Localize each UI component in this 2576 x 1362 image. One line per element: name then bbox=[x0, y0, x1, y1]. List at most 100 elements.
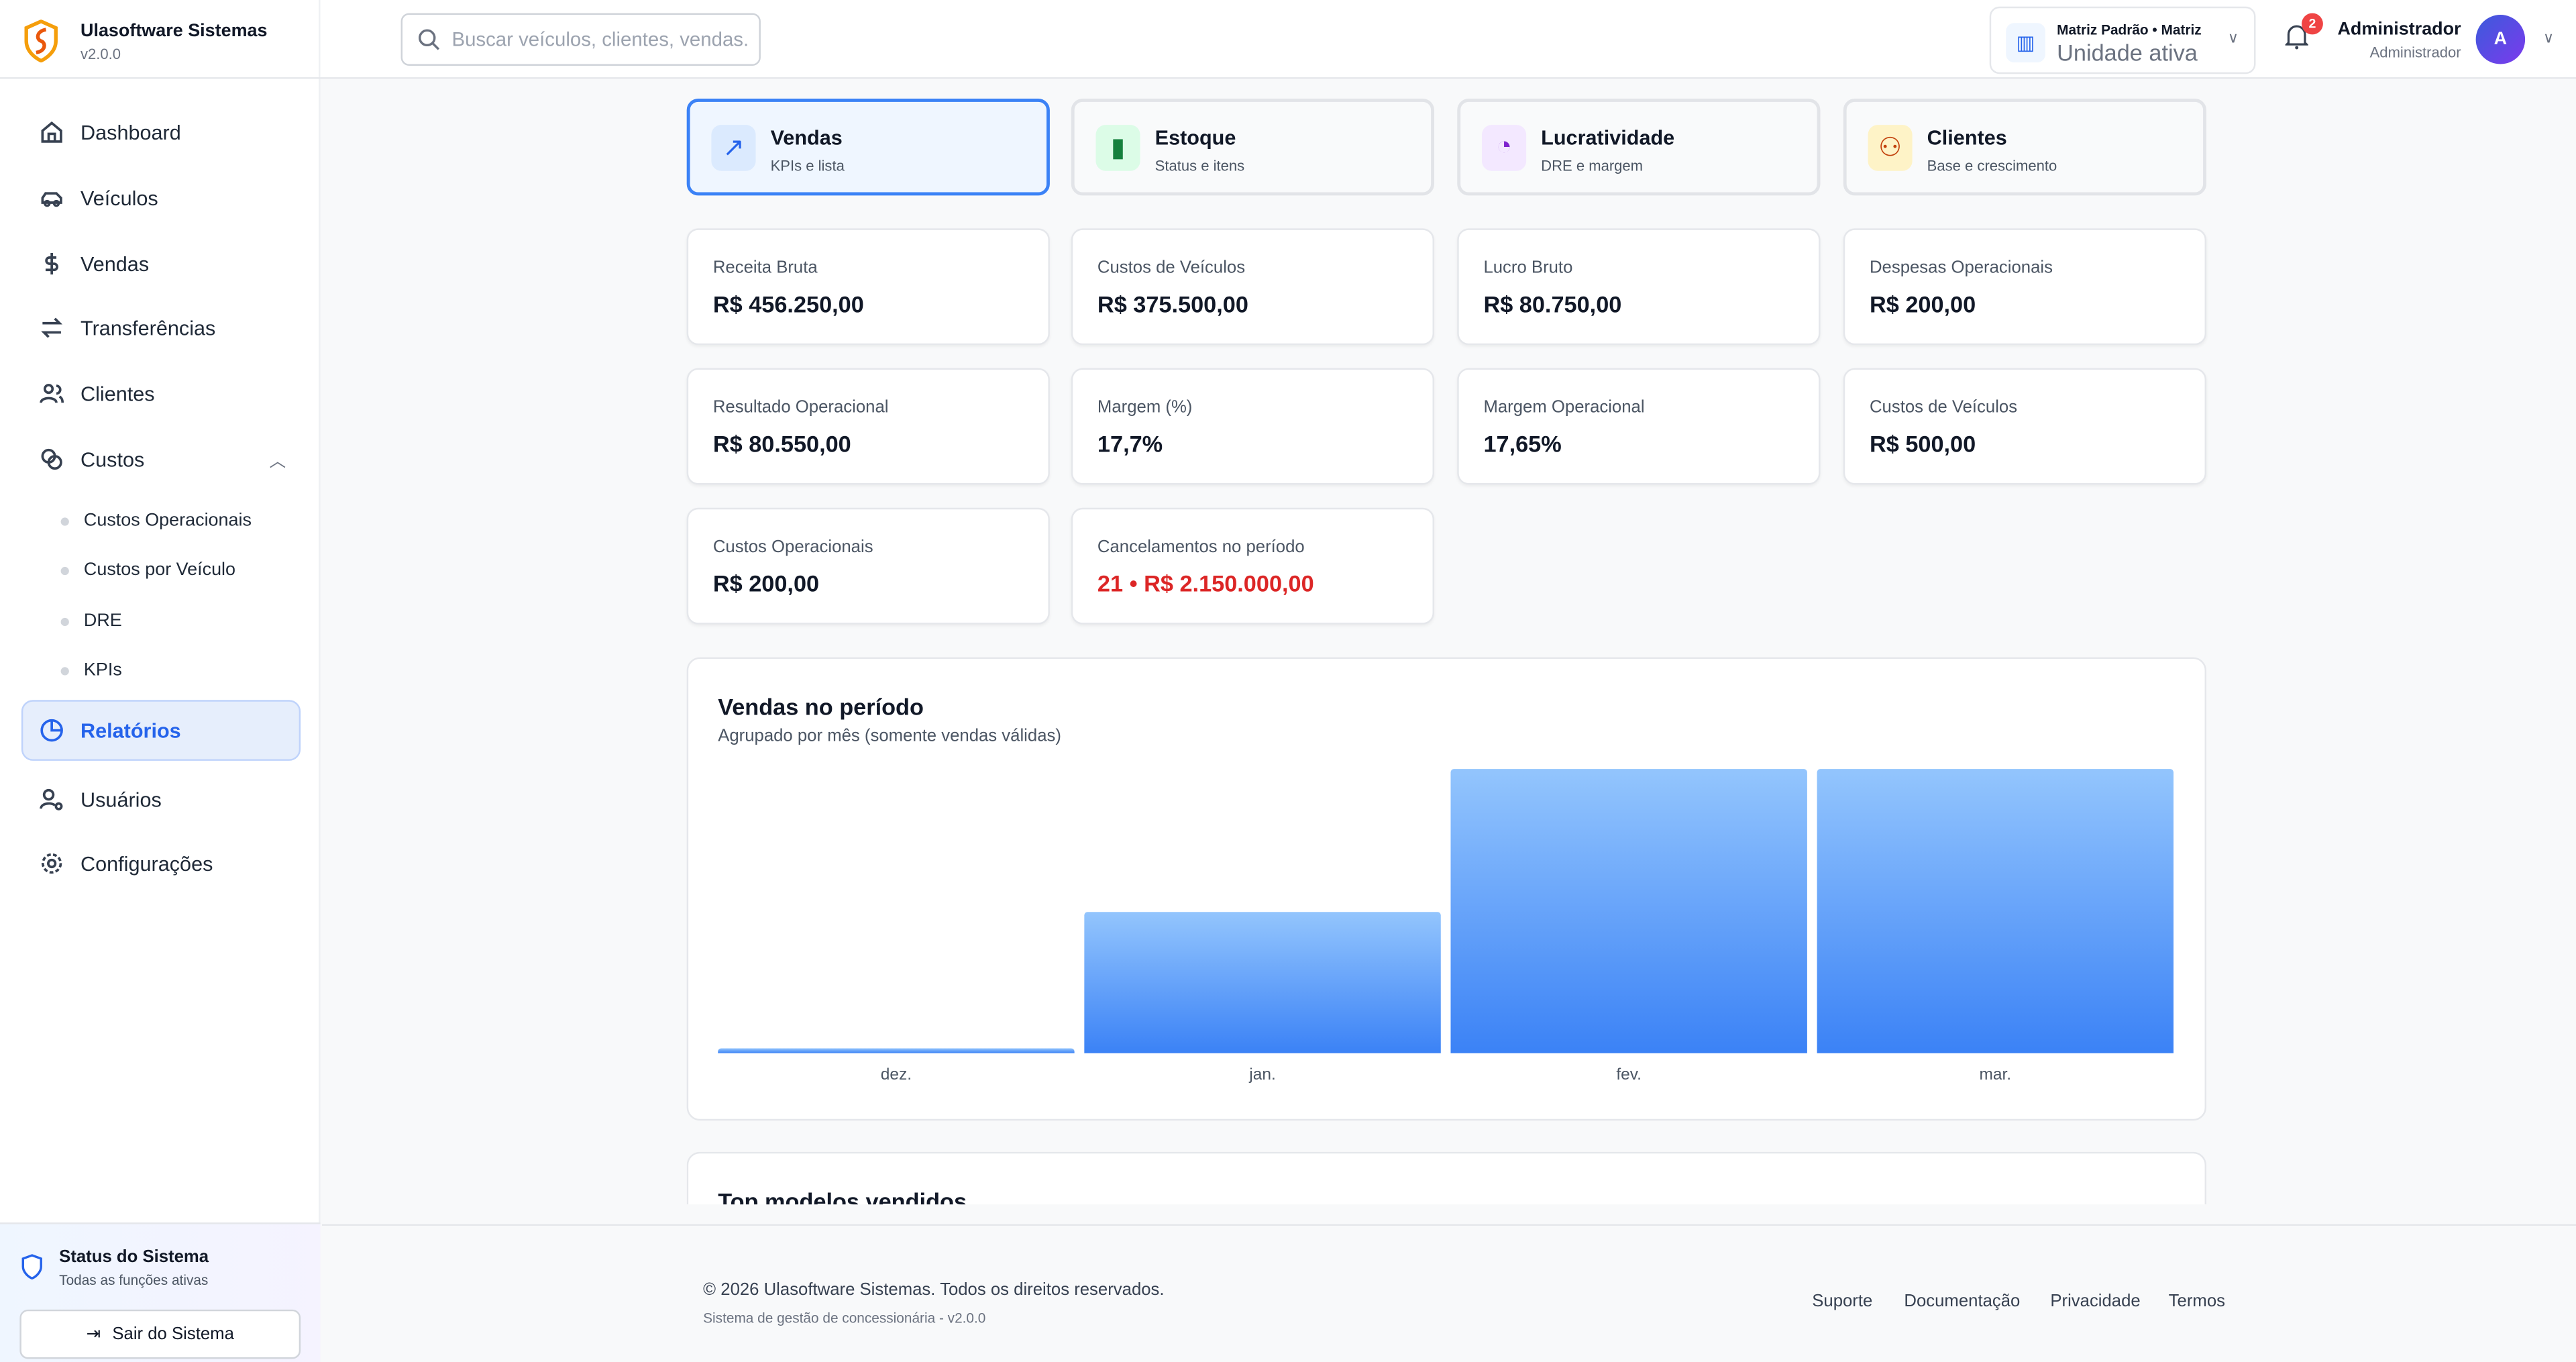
sidebar-subitem[interactable]: DRE bbox=[60, 611, 122, 631]
notifications-button[interactable]: 2 bbox=[2284, 13, 2323, 56]
subitem-label: DRE bbox=[83, 611, 122, 631]
users-icon bbox=[40, 384, 64, 403]
chevron-up-icon: ︿ bbox=[269, 453, 286, 472]
logout-button[interactable]: ⇥ Sair do Sistema bbox=[19, 1309, 301, 1359]
kpi-value: R$ 80.550,00 bbox=[712, 430, 851, 457]
unit-subtitle: Unidade ativa bbox=[2057, 39, 2198, 66]
sidebar-item-relatorios[interactable]: Relatórios bbox=[40, 718, 181, 743]
pie-chart-icon: ◔ bbox=[1481, 125, 1527, 171]
system-status: Status do Sistema Todas as funções ativa… bbox=[0, 1222, 321, 1362]
tab-title: Clientes bbox=[1927, 126, 2007, 150]
sidebar: Ulasoftware Sistemas v2.0.0 Dashboard Ve… bbox=[0, 0, 321, 1362]
report-tab-vendas[interactable]: ↗ Vendas KPIs e lista bbox=[686, 98, 1050, 196]
x-tick-label: jan. bbox=[1249, 1066, 1276, 1085]
coins-icon bbox=[41, 448, 62, 470]
kpi-card: Margem Operacional 17,65% bbox=[1457, 368, 1821, 485]
arrows-icon bbox=[41, 317, 63, 338]
sidebar-subitem[interactable]: Custos Operacionais bbox=[60, 511, 252, 531]
kpi-card: Lucro Bruto R$ 80.750,00 bbox=[1457, 228, 1821, 346]
sidebar-subitem[interactable]: KPIs bbox=[60, 660, 122, 680]
sidebar-item-configuracoes[interactable]: Configurações bbox=[40, 851, 213, 876]
top-models-title: Top modelos vendidos bbox=[718, 1188, 967, 1205]
sidebar-item-label: Vendas bbox=[80, 252, 150, 276]
sidebar-item-vendas[interactable]: Vendas bbox=[40, 252, 149, 276]
kpi-label: Margem Operacional bbox=[1483, 397, 1645, 418]
report-tab-estoque[interactable]: ▮ Estoque Status e itens bbox=[1071, 98, 1434, 196]
sidebar-item-label: Veículos bbox=[80, 186, 158, 210]
logo-icon bbox=[24, 19, 58, 63]
subitem-label: Custos Operacionais bbox=[83, 511, 252, 531]
user-name: Administrador bbox=[2337, 19, 2461, 40]
sidebar-item-label: Relatórios bbox=[80, 719, 181, 742]
kpi-label: Custos de Veículos bbox=[1869, 397, 2018, 418]
sidebar-item-usuarios[interactable]: Usuários bbox=[40, 787, 162, 812]
active-highlight bbox=[21, 700, 301, 761]
chevron-down-icon: ∨ bbox=[2227, 30, 2239, 46]
bar-mar[interactable] bbox=[1817, 769, 2174, 1053]
user-role: Administrador bbox=[2369, 44, 2461, 61]
brand-version: v2.0.0 bbox=[80, 46, 121, 63]
sidebar-subitem[interactable]: Custos por Veículo bbox=[60, 560, 235, 580]
footer-link-termos[interactable]: Termos bbox=[2168, 1291, 2226, 1312]
avatar[interactable]: A bbox=[2475, 15, 2526, 64]
subitem-label: KPIs bbox=[83, 660, 122, 680]
sidebar-item-transferencias[interactable]: Transferências bbox=[40, 315, 216, 340]
status-subtitle: Todas as funções ativas bbox=[59, 1271, 209, 1289]
sidebar-item-label: Clientes bbox=[80, 382, 155, 405]
bell-icon bbox=[2284, 25, 2310, 50]
footer-link-suporte[interactable]: Suporte bbox=[1812, 1291, 1873, 1312]
search-input[interactable] bbox=[451, 28, 748, 51]
footer-link-documentacao[interactable]: Documentação bbox=[1904, 1291, 2021, 1312]
kpi-value: R$ 456.250,00 bbox=[712, 291, 864, 317]
kpi-value: R$ 500,00 bbox=[1869, 430, 1976, 457]
unit-selector[interactable]: ▥ Matriz Padrão • Matriz Unidade ativa ∨ bbox=[1989, 6, 2256, 74]
dollar-icon bbox=[45, 252, 58, 275]
x-tick-label: mar. bbox=[1979, 1066, 2012, 1085]
footer-link-privacidade[interactable]: Privacidade bbox=[2050, 1291, 2141, 1312]
logout-label: Sair do Sistema bbox=[112, 1324, 234, 1345]
sidebar-item-clientes[interactable]: Clientes bbox=[40, 381, 155, 406]
home-icon bbox=[41, 121, 62, 143]
user-menu-chevron-icon[interactable]: ∨ bbox=[2543, 30, 2555, 46]
bar-jan[interactable] bbox=[1084, 910, 1441, 1053]
kpi-card: Receita Bruta R$ 456.250,00 bbox=[686, 228, 1050, 346]
kpi-value: 17,65% bbox=[1483, 430, 1562, 457]
report-tab-lucratividade[interactable]: ◔ Lucratividade DRE e margem bbox=[1457, 98, 1821, 196]
kpi-card: Despesas Operacionais R$ 200,00 bbox=[1843, 228, 2207, 346]
chart-subtitle: Agrupado por mês (somente vendas válidas… bbox=[718, 726, 1061, 746]
notification-badge: 2 bbox=[2302, 13, 2323, 35]
sidebar-item-label: Usuários bbox=[80, 788, 162, 811]
sidebar-item-label: Transferências bbox=[80, 316, 216, 339]
kpi-label: Receita Bruta bbox=[712, 258, 818, 278]
tab-subtitle: KPIs e lista bbox=[770, 158, 845, 174]
tab-title: Estoque bbox=[1155, 126, 1236, 150]
kpi-card: Custos de Veículos R$ 500,00 bbox=[1843, 368, 2207, 485]
bar-dez[interactable] bbox=[718, 1048, 1075, 1053]
kpi-value: 21 • R$ 2.150.000,00 bbox=[1097, 570, 1314, 596]
kpi-label: Margem (%) bbox=[1097, 397, 1193, 418]
sidebar-item-veiculos[interactable]: Veículos bbox=[40, 186, 158, 211]
car-icon bbox=[41, 192, 62, 207]
search-box[interactable] bbox=[400, 13, 761, 66]
kpi-card: Margem (%) 17,7% bbox=[1071, 368, 1434, 485]
kpi-label: Lucro Bruto bbox=[1483, 258, 1573, 278]
users-icon: ⚇ bbox=[1868, 125, 1913, 171]
report-tab-clientes[interactable]: ⚇ Clientes Base e crescimento bbox=[1843, 98, 2207, 196]
tab-subtitle: Base e crescimento bbox=[1927, 158, 2057, 174]
tab-title: Vendas bbox=[770, 126, 843, 150]
brand: Ulasoftware Sistemas v2.0.0 bbox=[0, 0, 321, 79]
sidebar-item-dashboard[interactable]: Dashboard bbox=[40, 120, 181, 145]
kpi-label: Resultado Operacional bbox=[712, 397, 889, 418]
logout-icon: ⇥ bbox=[86, 1324, 101, 1345]
sidebar-item-custos[interactable]: Custos ︿ bbox=[40, 447, 286, 472]
tab-subtitle: Status e itens bbox=[1155, 158, 1245, 174]
chart-title: Vendas no período bbox=[718, 693, 924, 720]
bar-fev[interactable] bbox=[1450, 769, 1807, 1053]
bar-chart-icon: ▮ bbox=[1095, 125, 1140, 171]
sidebar-item-label: Dashboard bbox=[80, 121, 181, 144]
copyright: © 2026 Ulasoftware Sistemas. Todos os di… bbox=[703, 1279, 1165, 1300]
kpi-value: R$ 375.500,00 bbox=[1097, 291, 1248, 317]
sidebar-item-label: Configurações bbox=[80, 851, 213, 876]
trend-up-icon: ↗ bbox=[711, 125, 756, 171]
x-tick-label: fev. bbox=[1616, 1066, 1642, 1085]
